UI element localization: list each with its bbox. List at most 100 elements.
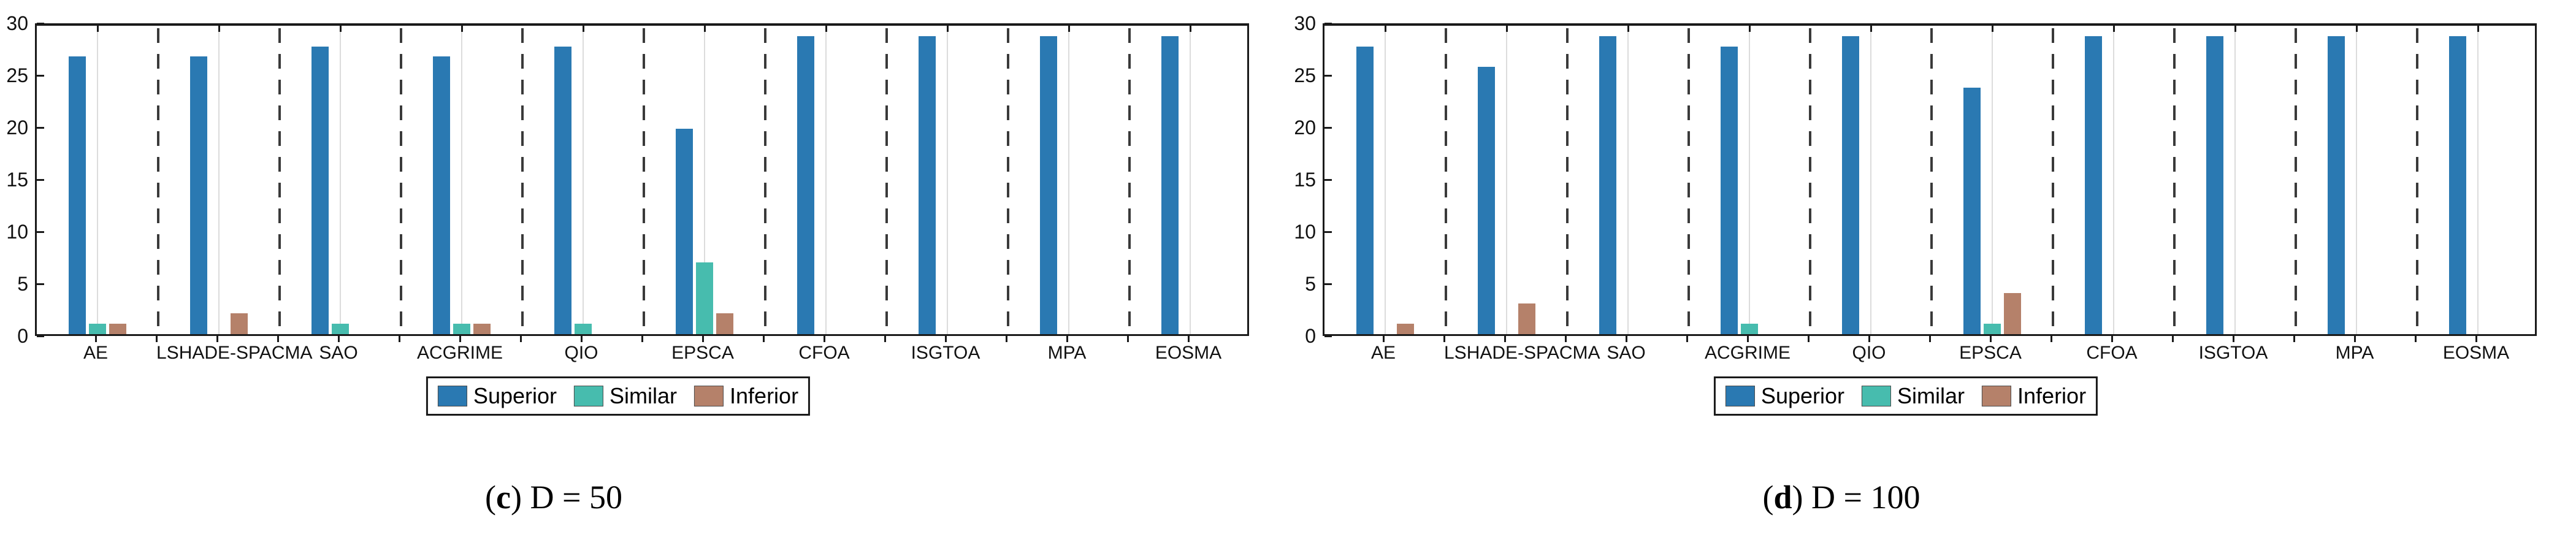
plot-inner — [1324, 26, 2535, 334]
caption-paren: ( — [485, 479, 497, 516]
caption-text: ) D = 100 — [1792, 479, 1921, 516]
bottom-tick — [2475, 336, 2477, 342]
bottom-tick — [2353, 336, 2356, 342]
chart-panel-c: Superior Similar Inferior (c) D = 50 AE LSH… — [6, 12, 1249, 516]
ytick-mark — [1324, 178, 1332, 181]
gridline-AE — [1385, 26, 1386, 334]
group-separator — [1007, 28, 1009, 332]
bar-superior-EPSCA — [1963, 87, 1981, 334]
gridline-CFOA — [825, 26, 827, 334]
xtick-label-ACGRIME: ACGRIME — [1704, 343, 1791, 363]
ytick-label-20: 20 — [1294, 116, 1316, 139]
xtick-label-QIO: QIO — [564, 343, 598, 363]
bar-superior-QIO — [1842, 36, 1859, 334]
bottom-tick — [2232, 336, 2234, 342]
caption-c: (c) D = 50 — [485, 478, 622, 516]
ytick-label-30: 30 — [6, 12, 28, 34]
bottom-tick — [1625, 336, 1627, 342]
bottom-tick — [1807, 336, 1810, 342]
bar-similar-QIO — [575, 324, 592, 334]
bar-similar-ACGRIME — [1741, 324, 1758, 334]
top-tick — [1505, 26, 1508, 32]
ytick-label-5: 5 — [1305, 273, 1316, 295]
group-separator — [157, 28, 159, 332]
group-separator — [1566, 28, 1569, 332]
ytick-mark — [37, 231, 44, 233]
bottom-tick — [1187, 336, 1190, 342]
xtick-label-MPA: MPA — [2335, 343, 2374, 363]
group-separator — [2052, 28, 2054, 332]
top-tick — [2477, 26, 2479, 32]
ytick-label-20: 20 — [6, 116, 28, 139]
caption-text: ) D = 50 — [511, 479, 622, 516]
bottom-tick — [337, 336, 340, 342]
top-tick — [1748, 26, 1751, 32]
bottom-tick — [1504, 336, 1506, 342]
gridline-ACGRIME — [461, 26, 462, 334]
ytick-mark — [37, 126, 44, 129]
legend-item-superior: Superior — [1725, 384, 1844, 408]
bar-superior-SAO — [1599, 36, 1616, 334]
gridline-EOSMA — [1190, 26, 1191, 334]
plot-inner — [37, 26, 1247, 334]
ytick-label-15: 15 — [6, 169, 28, 191]
bottom-tick — [884, 336, 886, 342]
xtick-label-ISGTOA: ISGTOA — [911, 343, 980, 363]
ytick-mark — [37, 335, 44, 337]
bar-superior-MPA — [1040, 36, 1057, 334]
legend-item-superior: Superior — [437, 383, 557, 408]
bar-superior-EOSMA — [1161, 36, 1179, 334]
bar-superior-AE — [1356, 46, 1374, 334]
top-tick — [1627, 26, 1629, 32]
bottom-tick — [1868, 336, 1870, 342]
bottom-tick — [2414, 336, 2417, 342]
group-separator — [1128, 28, 1131, 332]
ytick-mark — [1324, 74, 1332, 77]
bar-inferior-LSHADE-SPACMA — [1518, 303, 1535, 334]
legend-label-similar: Similar — [610, 383, 678, 408]
ytick-mark — [1324, 231, 1332, 233]
top-tick — [96, 26, 99, 32]
xtick-label-LSHADE-SPACMA: LSHADE-SPACMA — [156, 343, 313, 363]
gridline-CFOA — [2113, 26, 2114, 334]
top-tick — [461, 26, 463, 32]
xtick-label-AE: AE — [83, 343, 109, 363]
bar-superior-EPSCA — [676, 128, 693, 334]
bottom-tick — [1066, 336, 1068, 342]
ytick-label-0: 0 — [1305, 325, 1316, 347]
caption-letter: d — [1773, 479, 1792, 516]
xtick-label-ACGRIME: ACGRIME — [416, 343, 503, 363]
bar-superior-AE — [69, 56, 86, 334]
top-tick — [1068, 26, 1070, 32]
bottom-tick — [398, 336, 400, 342]
xtick-label-QIO: QIO — [1852, 343, 1886, 363]
xtick-label-EOSMA: EOSMA — [1155, 343, 1222, 363]
gridline-MPA — [2356, 26, 2357, 334]
xtick-label-SAO: SAO — [1607, 343, 1646, 363]
bar-superior-CFOA — [2085, 36, 2102, 334]
bottom-tick — [701, 336, 704, 342]
ytick-mark — [37, 74, 44, 77]
legend-label-superior: Superior — [473, 383, 557, 408]
ytick-mark — [1324, 335, 1332, 337]
legend-label-inferior: Inferior — [2017, 383, 2087, 408]
bar-similar-AE — [89, 324, 106, 334]
gridline-LSHADE-SPACMA — [218, 26, 220, 334]
group-separator — [1930, 28, 1933, 332]
caption-letter: c — [496, 479, 511, 516]
bar-superior-LSHADE-SPACMA — [190, 56, 207, 334]
ytick-mark — [1324, 22, 1332, 25]
bar-superior-ACGRIME — [1721, 46, 1738, 334]
inferior-swatch — [1982, 386, 2012, 406]
chart-panel-d: Superior Similar Inferior (d) D = 100 AE LS… — [1288, 0, 2575, 534]
top-tick — [703, 26, 706, 32]
group-separator — [1445, 28, 1447, 332]
gridline-ACGRIME — [1749, 26, 1750, 334]
ytick-label-0: 0 — [17, 325, 28, 347]
bottom-tick — [641, 336, 643, 342]
bottom-tick — [1746, 336, 1749, 342]
bottom-tick — [519, 336, 522, 342]
bottom-tick — [1686, 336, 1688, 342]
legend-box: Superior Similar Inferior — [1713, 376, 2098, 416]
top-tick — [946, 26, 949, 32]
